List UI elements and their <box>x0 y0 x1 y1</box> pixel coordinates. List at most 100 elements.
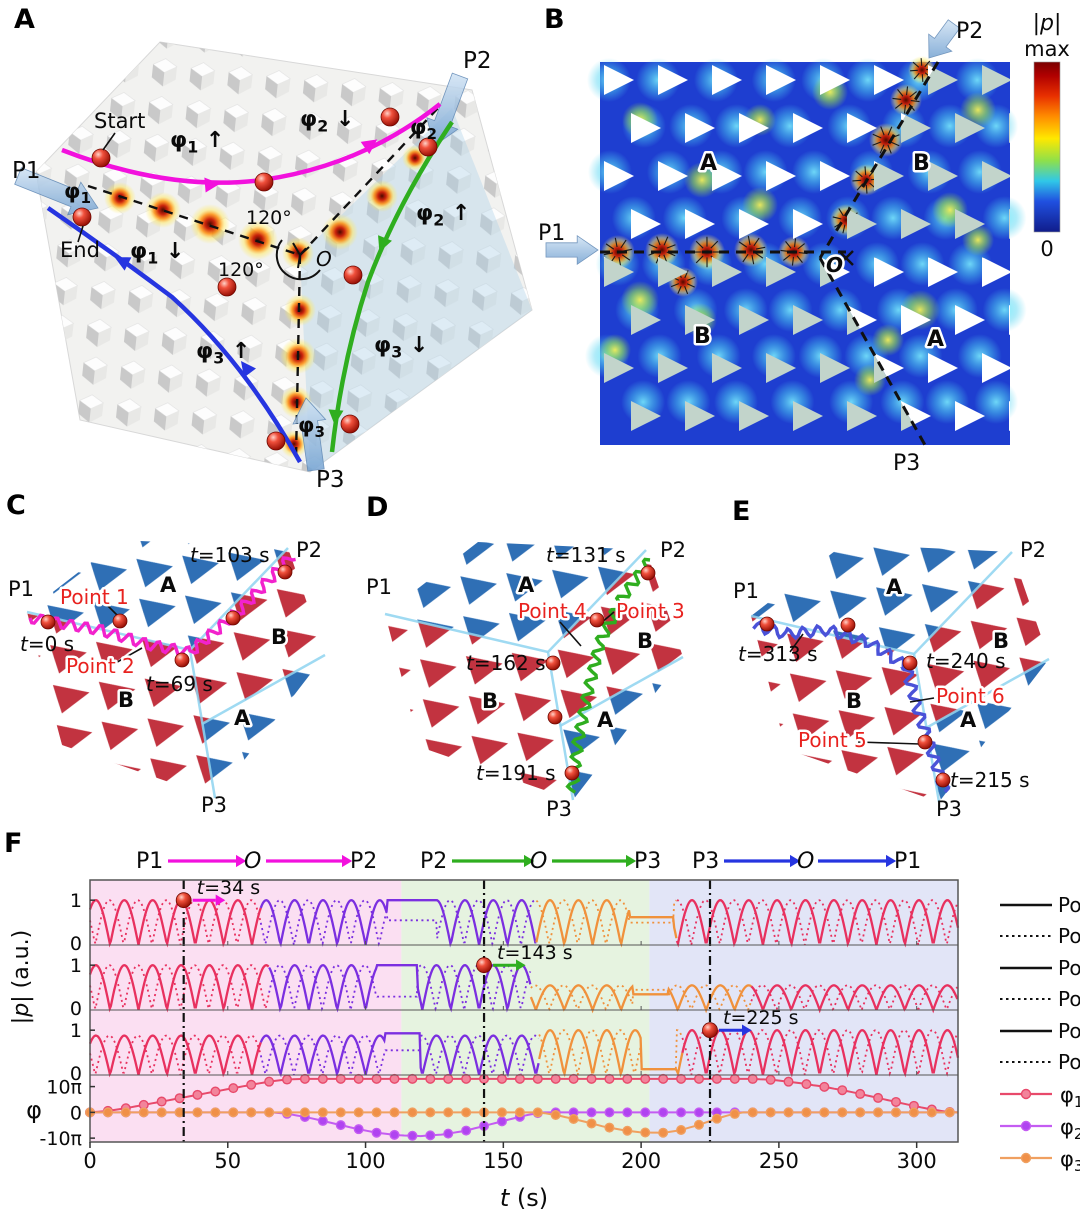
label: φ3 ↓ <box>374 333 428 361</box>
label: φ1 ↓ <box>130 239 184 267</box>
tracer-sphere <box>91 148 111 168</box>
y-tick-label: 0 <box>70 933 82 955</box>
label: φ2 ↓ <box>300 107 354 135</box>
phi-marker <box>246 1079 257 1090</box>
label: P3 <box>316 467 345 493</box>
pressure-wave-solid <box>259 899 537 948</box>
tracer-sphere <box>217 277 237 297</box>
label: Point 3 <box>616 599 685 623</box>
y-tick-label: 1 <box>70 955 82 977</box>
wave-input-arrow <box>928 19 961 59</box>
y-tick-label: 1 <box>70 890 82 912</box>
label: P2 <box>296 538 322 562</box>
label: t=0 s <box>20 632 74 656</box>
label: P2 <box>1020 538 1046 562</box>
phi-marker <box>389 1107 400 1118</box>
pressure-wave-dotted <box>676 899 959 947</box>
tracer-sphere <box>40 614 56 630</box>
phi-marker <box>138 1107 149 1118</box>
field-hotspot <box>145 192 181 228</box>
field-hotspot <box>734 233 768 267</box>
colorbar-min: 0 <box>1040 237 1053 261</box>
route-from: P3 <box>692 849 719 874</box>
phi-marker <box>192 1107 203 1118</box>
phi-marker <box>586 1073 597 1084</box>
pressure-wave-dotted <box>535 899 677 947</box>
phi-marker <box>102 1107 113 1118</box>
phi-marker <box>264 1076 275 1087</box>
phi-marker <box>496 1073 507 1084</box>
tracer-sphere <box>840 617 856 633</box>
event-label: t=34 s <box>197 877 261 899</box>
phi-marker <box>622 1073 633 1084</box>
phi-marker <box>514 1073 525 1084</box>
field-hotspot <box>238 220 278 260</box>
phi-marker <box>550 1073 561 1084</box>
label: P1 <box>733 579 759 603</box>
phi-marker <box>783 1107 794 1118</box>
route-background-band <box>401 880 650 1142</box>
pressure-wave-solid <box>535 899 678 948</box>
phi-marker <box>371 1073 382 1084</box>
tracer-sphere <box>343 265 363 285</box>
tracer-sphere <box>254 172 274 192</box>
pressure-wave-dotted <box>538 1029 684 1077</box>
label: Point 2 <box>66 654 135 678</box>
label: Point 1 <box>60 585 129 609</box>
phi-marker <box>622 1107 633 1118</box>
phi-marker <box>658 1107 669 1118</box>
label: B <box>694 324 711 349</box>
phi-tick-label: 10π <box>46 1077 82 1099</box>
x-tick-label: 0 <box>83 1149 96 1173</box>
label: O <box>316 247 332 271</box>
label: t=69 s <box>146 672 213 696</box>
tracer-sphere <box>917 734 933 750</box>
event-label: t=143 s <box>497 942 573 964</box>
panel-label-c: C <box>6 490 26 521</box>
phi-marker <box>568 1114 579 1125</box>
label: Point 6 <box>936 684 1005 708</box>
pressure-wave-solid <box>88 1034 262 1078</box>
label: P3 <box>893 451 920 476</box>
pressure-wave-dotted <box>530 984 753 1013</box>
panel-label-f: F <box>4 828 23 859</box>
phi-marker <box>156 1096 167 1107</box>
panel-label-b: B <box>544 4 565 35</box>
phi-marker <box>425 1107 436 1118</box>
y-tick-label: 1 <box>70 1020 82 1042</box>
event-label: t=225 s <box>723 1007 799 1029</box>
label: B <box>118 688 134 712</box>
label: φ1 <box>64 179 91 207</box>
phi-marker <box>891 1107 902 1118</box>
label: O <box>826 253 843 277</box>
phi-marker <box>783 1076 794 1087</box>
phi-marker <box>443 1073 454 1084</box>
phi-marker <box>407 1107 418 1118</box>
route-to: P2 <box>350 849 377 874</box>
phi-marker <box>353 1124 364 1135</box>
y-tick-label: 0 <box>70 998 82 1020</box>
phi-marker <box>425 1130 436 1141</box>
label: t=215 s <box>950 768 1030 792</box>
tracer-sphere <box>175 892 192 909</box>
wave-input-arrow <box>292 397 327 472</box>
legend-phi-label: φ1 <box>1060 1083 1080 1111</box>
pressure-wave-dotted <box>89 899 262 947</box>
field-hotspot <box>322 214 358 250</box>
tracer-path <box>565 557 651 794</box>
phi-marker <box>407 1130 418 1141</box>
phi-marker <box>282 1074 293 1085</box>
wave-input-arrow <box>545 234 599 266</box>
legend-point-label: Point 5 <box>1058 1019 1080 1043</box>
route-via: O <box>244 849 261 874</box>
phi-marker <box>801 1079 812 1090</box>
pressure-wave-dotted <box>681 1029 959 1077</box>
phi-marker <box>371 1127 382 1138</box>
label: A <box>700 151 717 176</box>
phi-marker <box>496 1107 507 1118</box>
legend-point-label: Point 4 <box>1058 987 1080 1011</box>
route-to: P1 <box>894 849 921 874</box>
phi-marker <box>640 1127 651 1138</box>
